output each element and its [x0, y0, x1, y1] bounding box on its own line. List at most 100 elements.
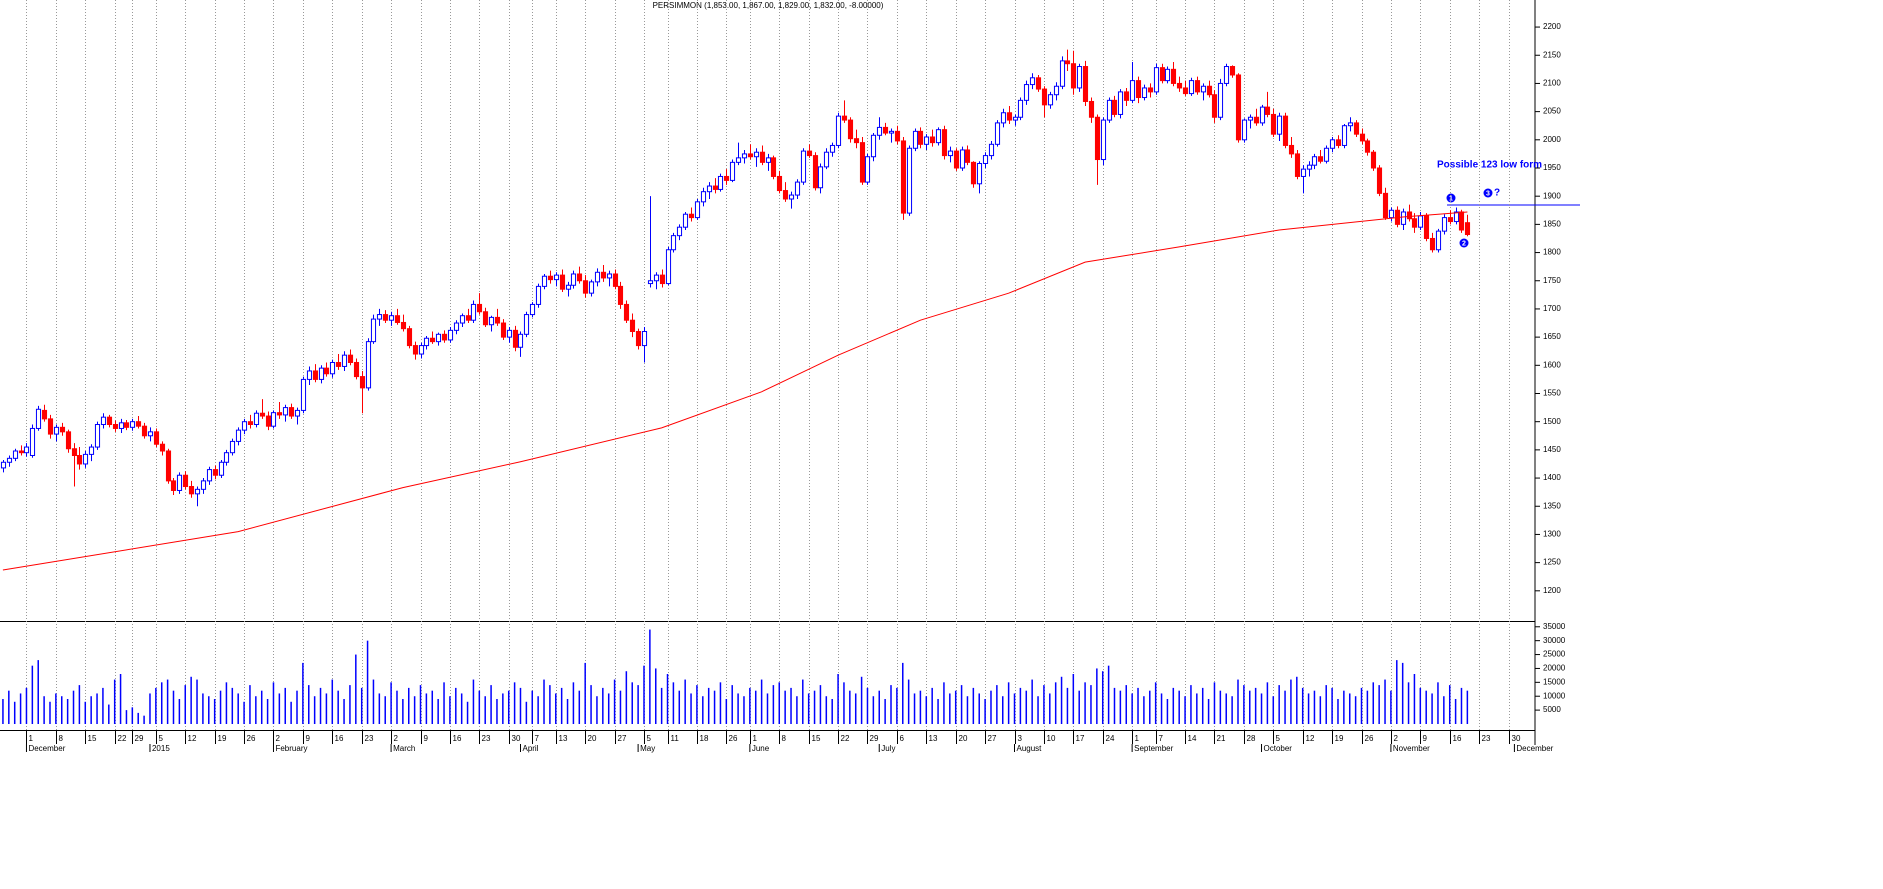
candle-body — [812, 155, 819, 189]
volume-bar — [1378, 685, 1380, 724]
candle-body — [1194, 80, 1201, 93]
volume-bar — [1060, 676, 1063, 724]
volume-bar — [37, 660, 39, 724]
volume-bar — [937, 699, 939, 724]
candle-body — [353, 361, 360, 378]
candle-body — [418, 345, 425, 355]
volume-bar — [584, 662, 586, 724]
volume-bar — [190, 676, 192, 724]
candle-body — [1223, 66, 1230, 84]
volume-bar — [978, 693, 980, 724]
x-tick-label: 27 — [988, 734, 997, 743]
candle-body — [906, 147, 913, 214]
volume-bar — [8, 690, 10, 724]
volume-bar — [866, 687, 869, 724]
candle-body — [47, 418, 54, 435]
candle-body — [106, 416, 113, 426]
volume-bar — [1396, 660, 1398, 724]
candle-body — [782, 190, 789, 200]
x-tick-label: 16 — [335, 734, 344, 743]
marker-label: 1 — [1449, 195, 1453, 202]
volume-bar — [219, 690, 222, 724]
candle-body — [118, 422, 125, 429]
volume-bar — [760, 679, 763, 724]
volume-bar — [790, 687, 792, 724]
candle-body — [1211, 94, 1218, 118]
candle-body — [470, 303, 477, 321]
x-tick-label: 22 — [841, 734, 850, 743]
volume-bar — [72, 690, 75, 724]
volume-bar — [625, 671, 628, 724]
candle-body — [723, 175, 730, 181]
candle-body — [923, 136, 930, 145]
volume-bar — [1354, 696, 1357, 724]
volume-bar — [1254, 687, 1257, 724]
marker-circle — [1459, 238, 1469, 248]
candle-body — [1176, 82, 1183, 89]
volume-bar — [437, 699, 439, 724]
month-label: 2015 — [152, 744, 170, 753]
candle-body — [329, 361, 336, 375]
candle-body — [129, 421, 136, 428]
candle-body — [1111, 99, 1118, 115]
volume-bar — [1390, 690, 1392, 724]
candle-body — [612, 273, 619, 287]
volume-bar — [578, 690, 581, 724]
volume-bar — [919, 690, 922, 724]
volume-bar — [313, 696, 316, 724]
candle-body — [276, 412, 283, 416]
volume-bar — [96, 693, 98, 724]
volume-bar — [1231, 696, 1233, 724]
candle-body — [1253, 116, 1260, 124]
volume-bar — [1413, 674, 1416, 724]
month-label: May — [640, 744, 655, 753]
x-tick-label: 16 — [453, 734, 462, 743]
x-tick-label: 5 — [1276, 734, 1281, 743]
candle-body — [1229, 66, 1236, 76]
candle-body — [688, 213, 695, 219]
volume-bar — [290, 701, 292, 724]
x-tick-label: 21 — [1217, 734, 1226, 743]
candle-body — [223, 452, 230, 463]
candle-body — [988, 143, 995, 157]
volume-bar — [666, 674, 669, 724]
candle-body — [682, 213, 689, 228]
x-tick-label: 23 — [482, 734, 491, 743]
volume-bar — [243, 701, 245, 724]
volume-bar — [1054, 682, 1057, 724]
volume-bar — [913, 693, 916, 724]
volume-bar — [1037, 696, 1039, 724]
candle-body — [1382, 192, 1389, 219]
volume-bar — [378, 693, 381, 724]
candle-body — [241, 421, 248, 431]
candle-body — [747, 153, 754, 158]
candle-body — [670, 235, 677, 251]
volume-bar — [1437, 682, 1439, 724]
volume-bar — [137, 712, 139, 724]
candle-body — [112, 424, 119, 429]
volume-bar — [237, 693, 239, 724]
candle-body — [535, 285, 542, 305]
y-tick-label: 1800 — [1543, 248, 1561, 257]
y-tick-label: 1600 — [1543, 360, 1561, 369]
candle-body — [1335, 139, 1342, 146]
candle-body — [382, 314, 389, 321]
candle-body — [1370, 151, 1377, 169]
volume-bar — [102, 687, 104, 724]
volume-bar — [419, 685, 422, 724]
candle-body — [741, 153, 748, 159]
candle-body — [447, 329, 454, 341]
volume-bar — [566, 699, 569, 724]
candle-body — [765, 157, 772, 163]
volume-bar — [1243, 685, 1245, 724]
volume-bar — [166, 679, 169, 724]
candle-body — [1417, 215, 1424, 228]
volume-bar — [425, 693, 428, 724]
candle-body — [1359, 133, 1366, 142]
candle-body — [635, 330, 642, 347]
candle-body — [147, 431, 154, 437]
candle-body — [6, 457, 13, 463]
candle-body — [559, 274, 566, 290]
candle-body — [1100, 119, 1107, 161]
candle-body — [1311, 156, 1318, 166]
